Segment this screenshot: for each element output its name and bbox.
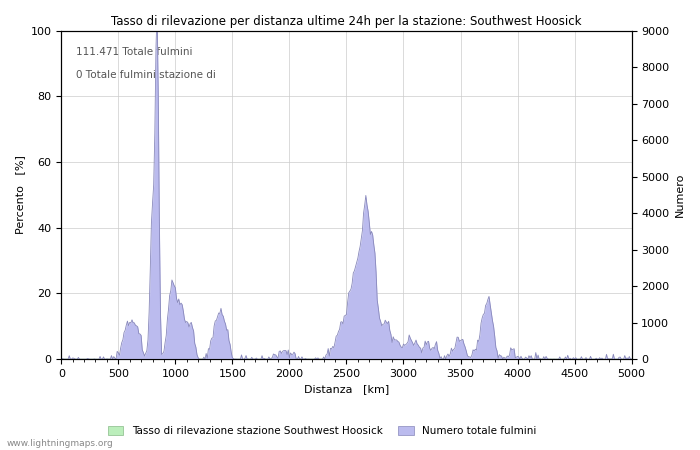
Text: www.lightningmaps.org: www.lightningmaps.org bbox=[7, 439, 113, 448]
Text: 0 Totale fulmini stazione di: 0 Totale fulmini stazione di bbox=[76, 70, 216, 80]
X-axis label: Distanza   [km]: Distanza [km] bbox=[304, 384, 389, 395]
Y-axis label: Numero: Numero bbox=[675, 173, 685, 217]
Text: 111.471 Totale fulmini: 111.471 Totale fulmini bbox=[76, 47, 192, 57]
Title: Tasso di rilevazione per distanza ultime 24h per la stazione: Southwest Hoosick: Tasso di rilevazione per distanza ultime… bbox=[111, 15, 582, 28]
Y-axis label: Percento   [%]: Percento [%] bbox=[15, 155, 25, 234]
Legend: Tasso di rilevazione stazione Southwest Hoosick, Numero totale fulmini: Tasso di rilevazione stazione Southwest … bbox=[104, 422, 540, 440]
